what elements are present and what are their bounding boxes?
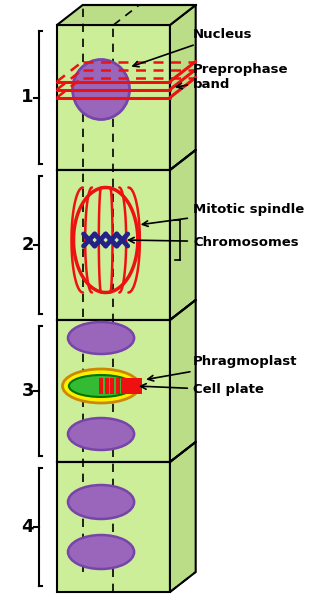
Text: Phragmoplast: Phragmoplast: [148, 356, 297, 381]
Polygon shape: [57, 5, 196, 25]
Text: 3: 3: [21, 382, 34, 400]
Text: Cell plate: Cell plate: [140, 384, 264, 396]
Polygon shape: [170, 442, 196, 592]
Text: Chromosomes: Chromosomes: [129, 235, 299, 248]
Text: 2: 2: [21, 236, 34, 254]
Ellipse shape: [68, 485, 134, 519]
Ellipse shape: [73, 60, 130, 120]
Polygon shape: [170, 300, 196, 462]
Text: 4: 4: [21, 518, 34, 536]
Ellipse shape: [68, 322, 134, 354]
Text: Preprophase
band: Preprophase band: [176, 63, 288, 91]
Polygon shape: [57, 320, 170, 462]
Ellipse shape: [68, 535, 134, 569]
Ellipse shape: [62, 369, 140, 403]
Polygon shape: [57, 170, 170, 320]
Polygon shape: [57, 462, 170, 592]
Polygon shape: [170, 150, 196, 320]
Polygon shape: [57, 25, 170, 170]
Ellipse shape: [69, 375, 133, 397]
Text: Nucleus: Nucleus: [133, 29, 252, 66]
Text: Mitotic spindle: Mitotic spindle: [142, 204, 304, 226]
Polygon shape: [170, 5, 196, 170]
Ellipse shape: [68, 418, 134, 450]
Text: 1: 1: [21, 88, 34, 107]
